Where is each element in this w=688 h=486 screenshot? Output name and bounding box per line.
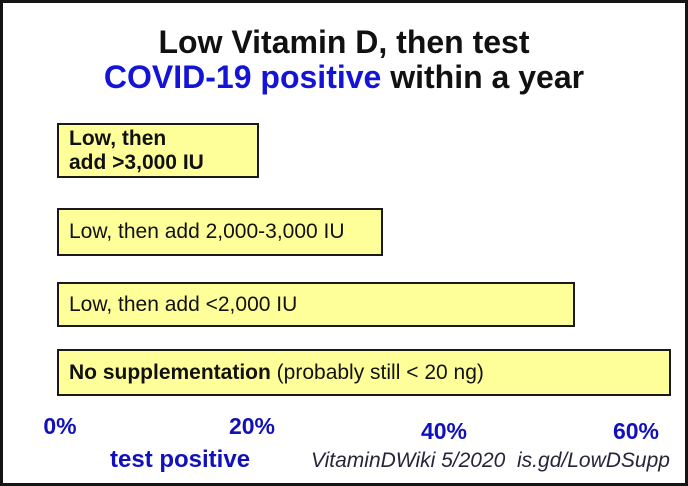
x-tick-60: 60% (612, 418, 660, 444)
bar-2: Low, then add 2,000-3,000 IU (57, 208, 383, 256)
bar-3-label: Low, then add <2,000 IU (69, 292, 298, 316)
bar-3: Low, then add <2,000 IU (57, 282, 575, 327)
x-axis-label: test positive (110, 446, 251, 473)
bar-1-label: Low, then add >3,000 IU (69, 126, 204, 174)
chart-title: Low Vitamin D, then test COVID-19 positi… (3, 25, 685, 95)
x-axis: 0% 20% 40% 60% (3, 413, 685, 444)
source-attribution: VitaminDWiki 5/2020 is.gd/LowDSupp (311, 449, 670, 472)
title-line2-highlight: COVID-19 positive (103, 59, 382, 95)
bar-4: No supplementation (probably still < 20 … (57, 349, 671, 396)
x-tick-20: 20% (228, 413, 276, 439)
x-tick-0: 0% (43, 413, 77, 439)
title-line1: Low Vitamin D, then test (158, 24, 530, 60)
bar-2-label: Low, then add 2,000-3,000 IU (69, 220, 345, 243)
x-tick-40: 40% (420, 418, 468, 444)
title-line2-rest: within a year (381, 59, 585, 95)
bars: Low, then add >3,000 IU Low, then add 2,00… (3, 3, 685, 483)
bar-4-label: No supplementation (probably still < 20 … (69, 360, 484, 384)
bar-1: Low, then add >3,000 IU (57, 123, 259, 178)
